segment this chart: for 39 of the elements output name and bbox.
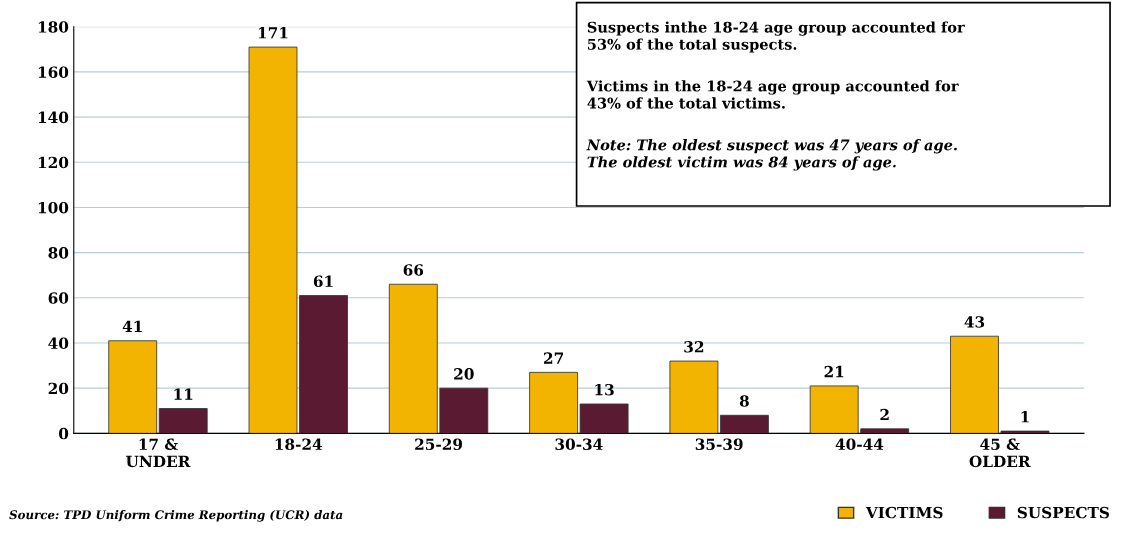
y-tick-label: 80 [48,247,69,259]
annotation: Suspects inthe 18-24 age group accounted for 53% of the total suspects. [587,21,965,53]
y-tick-label: 160 [38,66,69,78]
x-tick-label: 35-39 [695,438,743,451]
data-label: 1 [1021,411,1029,423]
y-tick-label: 40 [48,337,69,350]
data-label: 27 [543,352,563,364]
data-label: 2 [880,408,889,421]
y-tick-label: 120 [38,156,69,169]
x-tick-label: 30-34 [555,438,603,451]
data-label: 11 [174,388,193,400]
x-tick-label: 45 & OLDER [969,438,1031,468]
annotation: Victims in the 18-24 age group accounted for 43% of the total victims. [586,80,959,109]
y-tick-label: 180 [38,21,69,33]
y-tick-label: 140 [38,111,69,124]
annotation: Note: The oldest suspect was 47 years of age. The oldest victim was 84 years of age. [586,139,957,171]
y-tick-label: 60 [48,292,69,304]
legend-label: VICTIMS [865,506,943,519]
data-label: 32 [684,340,704,353]
data-label: 41 [122,320,142,332]
bar [158,408,208,434]
legend-label: SUSPECTS [1017,506,1109,519]
data-label: 21 [824,365,844,378]
x-tick-label: 18-24 [275,438,323,451]
y-tick-label: 0 [59,427,69,440]
data-label: 20 [454,368,474,380]
x-tick-label: 40-44 [835,438,884,451]
data-label: 13 [595,383,614,396]
data-label: 171 [258,27,288,39]
data-label: 8 [739,395,749,407]
data-label: 66 [403,264,424,276]
x-tick-label: 17 & UNDER [126,438,191,468]
y-tick-label: 20 [48,382,69,395]
data-label: 43 [964,316,985,328]
data-label: 61 [313,275,333,288]
source-note: Source: TPD Uniform Crime Reporting (UCR) data [9,510,343,522]
x-tick-label: 25-29 [415,438,463,451]
y-tick-label: 100 [38,201,69,214]
bar [108,340,158,434]
